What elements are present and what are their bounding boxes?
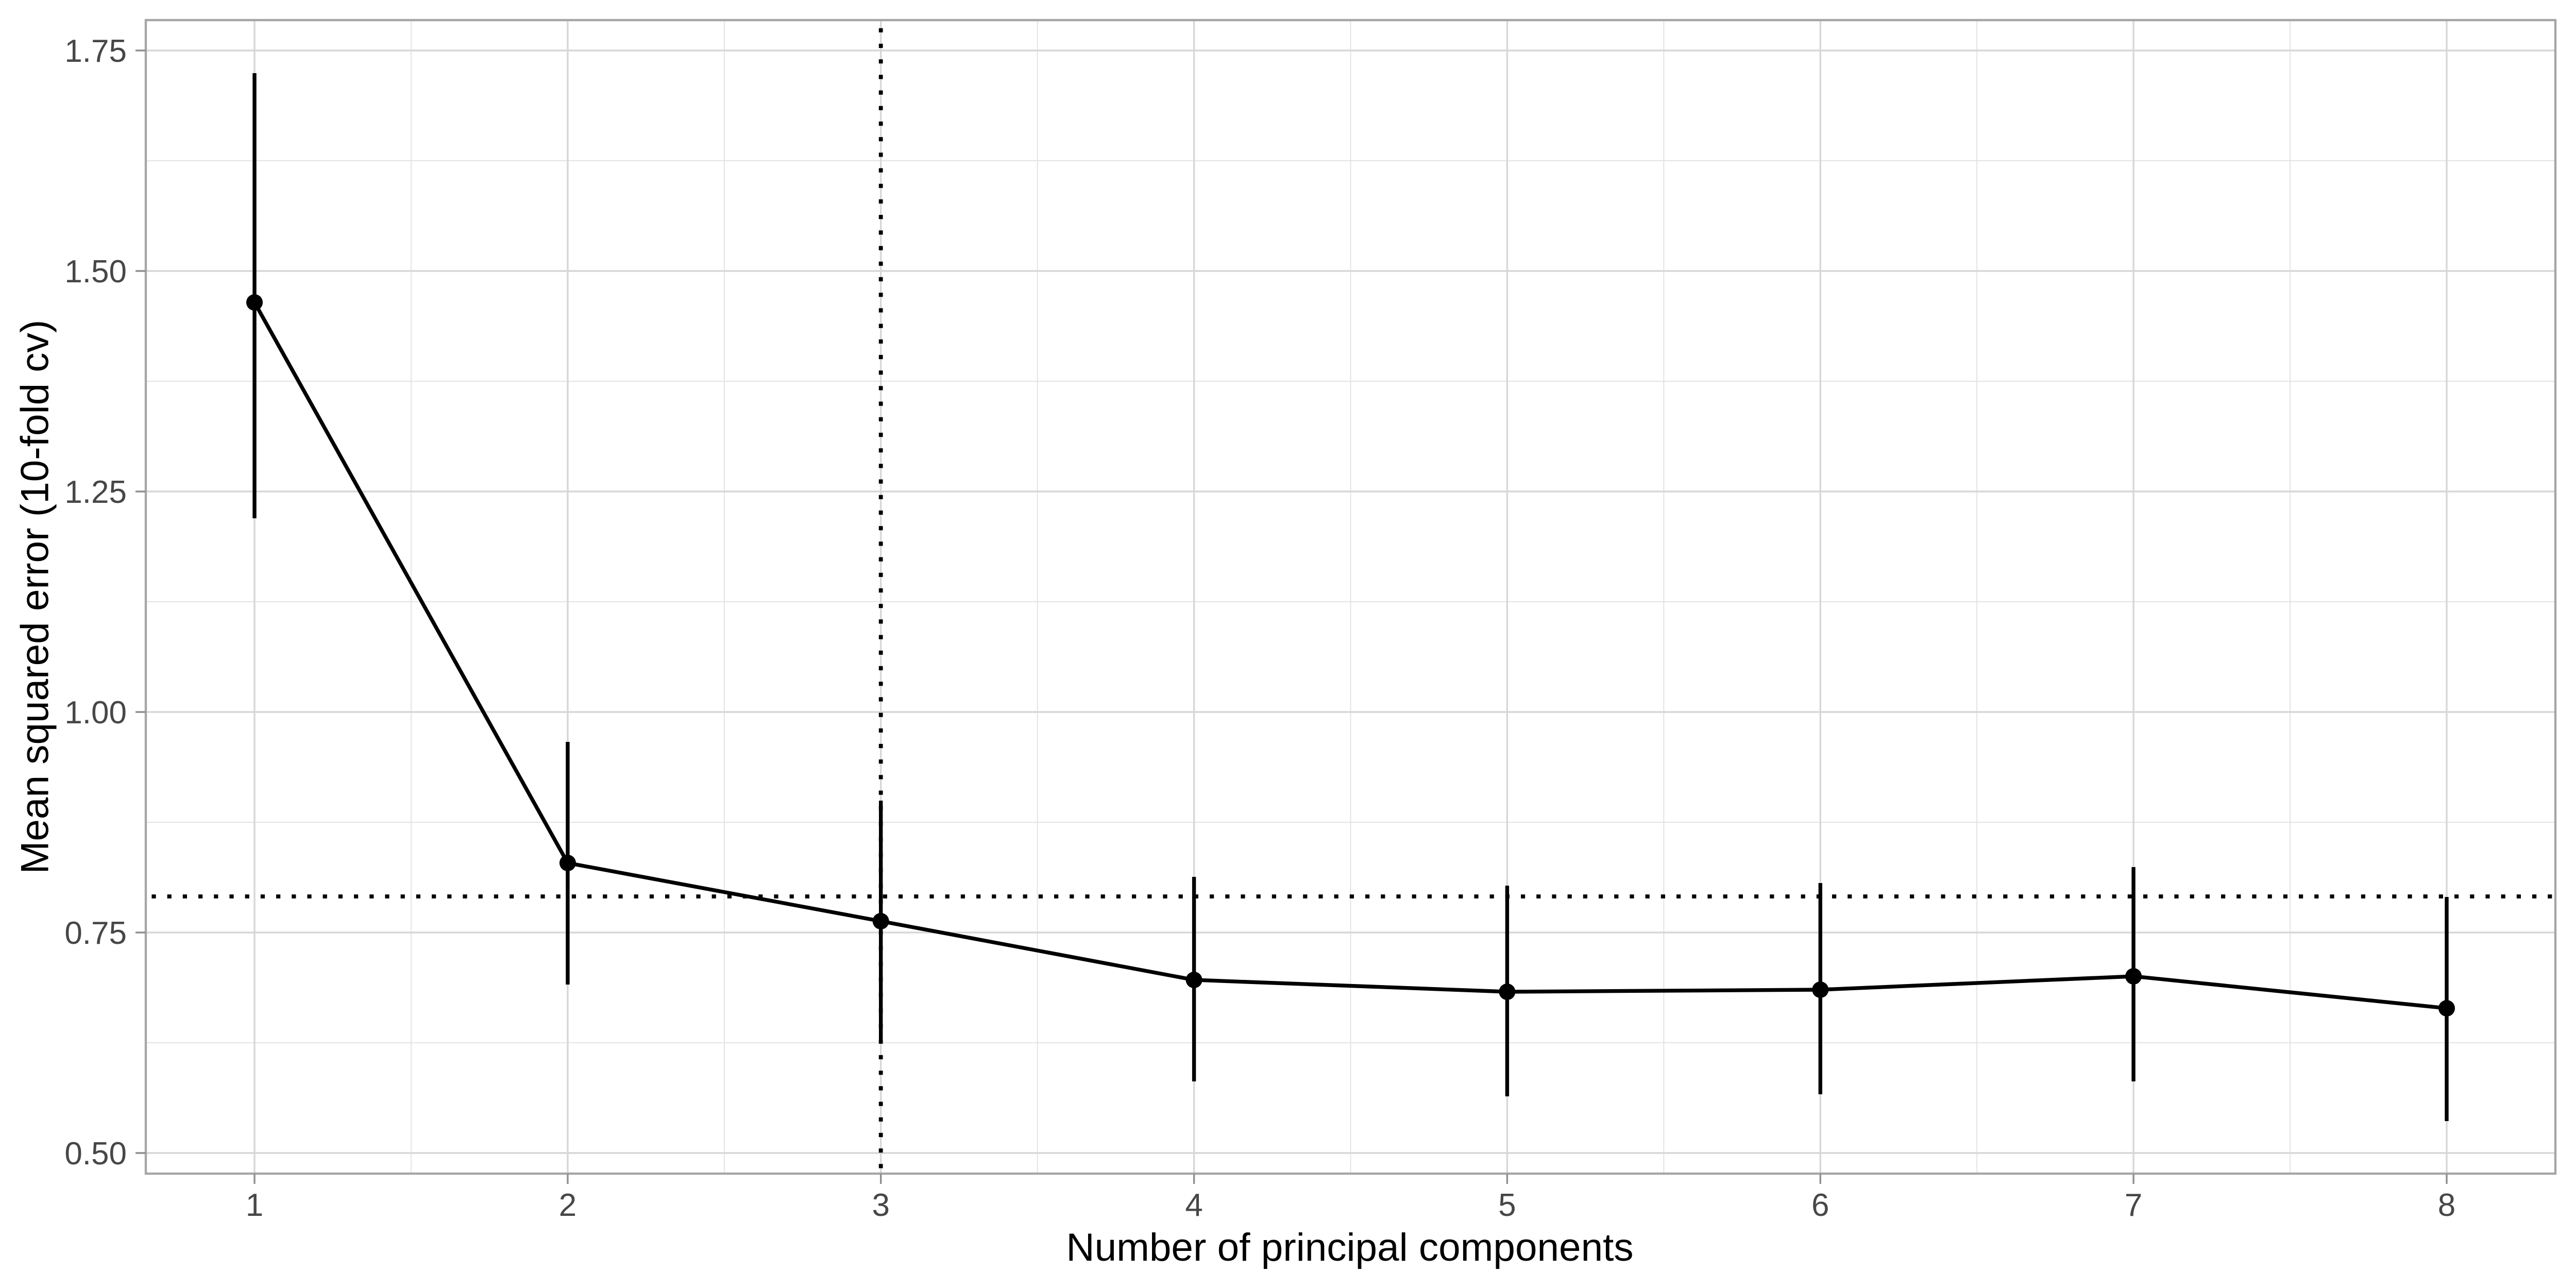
svg-text:1.00: 1.00 xyxy=(64,695,127,731)
svg-text:7: 7 xyxy=(2125,1188,2142,1223)
svg-text:4: 4 xyxy=(1185,1188,1202,1223)
svg-text:5: 5 xyxy=(1498,1188,1516,1223)
svg-text:Number of principal components: Number of principal components xyxy=(1066,1226,1633,1269)
svg-text:0.75: 0.75 xyxy=(64,916,127,951)
svg-text:1: 1 xyxy=(246,1188,263,1223)
svg-text:Mean squared error (10-fold cv: Mean squared error (10-fold cv) xyxy=(13,320,57,874)
svg-text:2: 2 xyxy=(559,1188,577,1223)
svg-text:6: 6 xyxy=(1811,1188,1829,1223)
svg-text:8: 8 xyxy=(2438,1188,2455,1223)
svg-text:1.75: 1.75 xyxy=(64,33,127,69)
svg-text:1.50: 1.50 xyxy=(64,254,127,290)
svg-text:1.25: 1.25 xyxy=(64,474,127,510)
svg-text:0.50: 0.50 xyxy=(64,1136,127,1172)
svg-text:3: 3 xyxy=(872,1188,889,1223)
